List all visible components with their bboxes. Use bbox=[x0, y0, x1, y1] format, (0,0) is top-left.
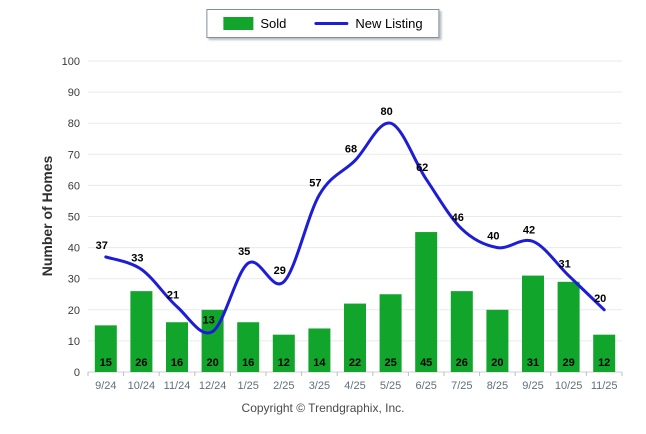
new-listing-label: 13 bbox=[202, 315, 214, 327]
legend-item-new-listing: New Listing bbox=[314, 16, 423, 31]
y-tick-label: 0 bbox=[74, 367, 80, 379]
legend-label-sold: Sold bbox=[260, 16, 287, 31]
sold-bar-label: 12 bbox=[278, 357, 290, 369]
y-tick-label: 60 bbox=[68, 180, 80, 192]
sold-bar-label: 16 bbox=[242, 357, 254, 369]
new-listing-line bbox=[104, 121, 606, 335]
sold-bar-label: 26 bbox=[135, 357, 147, 369]
new-listing-label: 46 bbox=[452, 212, 464, 224]
sold-bar bbox=[272, 334, 295, 372]
sold-bar-label: 16 bbox=[171, 357, 183, 369]
y-tick-label: 20 bbox=[68, 305, 80, 317]
x-tick-label: 10/25 bbox=[555, 380, 583, 392]
new-listing-label: 31 bbox=[558, 259, 570, 271]
y-tick-label: 40 bbox=[68, 243, 80, 255]
sold-bar bbox=[522, 275, 544, 372]
new-listing-label: 62 bbox=[416, 162, 428, 174]
x-tick-label: 9/24 bbox=[95, 380, 116, 392]
y-tick-label: 50 bbox=[68, 212, 80, 224]
sold-bar-label: 20 bbox=[206, 357, 218, 369]
x-tick-label: 5/25 bbox=[380, 380, 401, 392]
new-listing-label: 20 bbox=[594, 293, 606, 305]
x-tick-label: 3/25 bbox=[309, 380, 330, 392]
y-tick-label: 10 bbox=[68, 336, 80, 348]
sold-bar bbox=[450, 291, 473, 372]
new-listing-label: 37 bbox=[96, 240, 108, 252]
sold-bar bbox=[166, 322, 188, 372]
new-listing-label: 21 bbox=[167, 290, 179, 302]
x-tick-label: 11/24 bbox=[164, 380, 191, 392]
sold-bar-label: 29 bbox=[562, 357, 574, 369]
sold-bar-label: 26 bbox=[456, 357, 468, 369]
y-tick-label: 90 bbox=[68, 87, 80, 99]
sold-bar bbox=[237, 322, 260, 372]
sold-bar-label: 14 bbox=[313, 357, 326, 369]
x-tick-label: 2/25 bbox=[273, 380, 294, 392]
sold-bar bbox=[379, 294, 402, 372]
sold-bar-label: 22 bbox=[349, 357, 361, 369]
new-listing-label: 35 bbox=[238, 246, 250, 258]
x-tick-label: 8/25 bbox=[487, 380, 508, 392]
sold-bar-label: 25 bbox=[384, 357, 396, 369]
x-tick-label: 4/25 bbox=[344, 380, 365, 392]
sold-swatch-icon bbox=[223, 17, 254, 30]
sold-bar-label: 15 bbox=[100, 357, 112, 369]
x-tick-label: 7/25 bbox=[451, 380, 472, 392]
sold-bar-label: 20 bbox=[491, 357, 503, 369]
sold-bar bbox=[94, 325, 117, 372]
y-tick-label: 70 bbox=[68, 149, 80, 161]
y-tick-label: 30 bbox=[68, 274, 80, 286]
new-listing-label: 42 bbox=[523, 224, 535, 236]
x-tick-label: 12/24 bbox=[199, 380, 227, 392]
sold-bar bbox=[308, 328, 331, 372]
new-listing-label: 40 bbox=[487, 231, 499, 243]
sold-bar bbox=[486, 309, 509, 372]
x-tick-label: 1/25 bbox=[237, 380, 258, 392]
x-tick-label: 11/25 bbox=[591, 380, 618, 392]
sold-bar-label: 31 bbox=[527, 357, 539, 369]
copyright-text: Copyright © Trendgraphix, Inc. bbox=[241, 401, 405, 415]
new-listing-label: 80 bbox=[380, 106, 392, 118]
legend-label-new-listing: New Listing bbox=[355, 16, 423, 31]
chart-legend: Sold New Listing bbox=[206, 9, 440, 38]
new-listing-label: 33 bbox=[131, 252, 143, 264]
sold-bar bbox=[130, 291, 153, 372]
new-listing-label: 29 bbox=[274, 265, 286, 277]
sold-bar bbox=[344, 303, 366, 372]
new-listing-label: 57 bbox=[309, 178, 321, 190]
y-tick-label: 80 bbox=[68, 118, 80, 130]
sold-bar-label: 45 bbox=[420, 357, 432, 369]
sold-bar bbox=[415, 232, 438, 372]
new-listing-label: 68 bbox=[345, 144, 357, 156]
new-listing-swatch-icon bbox=[314, 22, 349, 25]
y-tick-label: 100 bbox=[62, 56, 80, 68]
x-tick-label: 6/25 bbox=[415, 380, 436, 392]
x-tick-label: 9/25 bbox=[522, 380, 543, 392]
sold-bar bbox=[557, 281, 580, 372]
legend-item-sold: Sold bbox=[223, 16, 286, 31]
x-tick-label: 10/24 bbox=[128, 380, 156, 392]
sold-bar bbox=[593, 334, 616, 372]
sold-bar-label: 12 bbox=[598, 357, 610, 369]
